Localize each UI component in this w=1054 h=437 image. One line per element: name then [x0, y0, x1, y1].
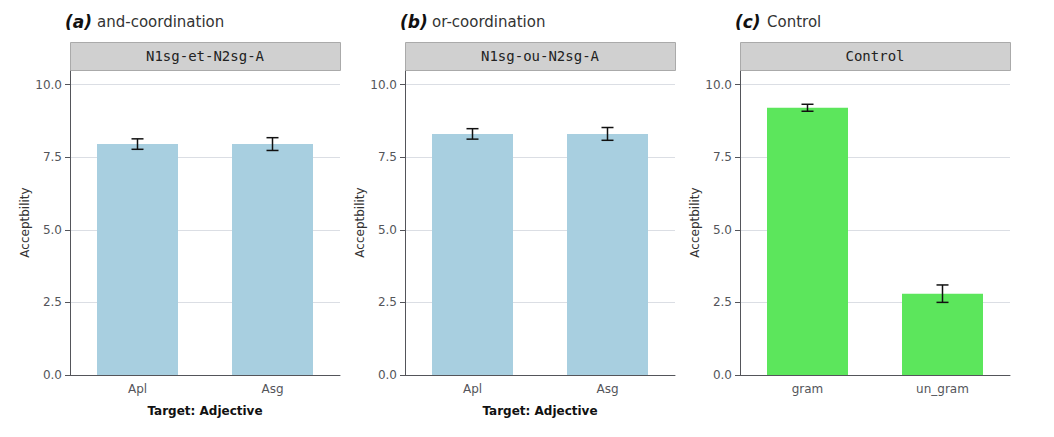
svg-text:N1sg-et-N2sg-A: N1sg-et-N2sg-A [146, 48, 265, 64]
svg-text:2.5: 2.5 [43, 295, 62, 309]
svg-text:0.0: 0.0 [713, 368, 732, 382]
svg-text:5.0: 5.0 [378, 223, 397, 237]
svg-text:Target: Adjective: Target: Adjective [147, 404, 262, 418]
svg-text:7.5: 7.5 [713, 150, 732, 164]
svg-text:N1sg-ou-N2sg-A: N1sg-ou-N2sg-A [481, 48, 600, 64]
svg-text:Apl: Apl [128, 382, 147, 396]
svg-text:2.5: 2.5 [713, 295, 732, 309]
svg-text:10.0: 10.0 [705, 78, 732, 92]
svg-text:Asg: Asg [596, 382, 618, 396]
svg-text:Acceptbility: Acceptbility [353, 187, 367, 257]
svg-text:Target: Adjective: Target: Adjective [482, 404, 597, 418]
svg-text:10.0: 10.0 [35, 78, 62, 92]
svg-text:7.5: 7.5 [378, 150, 397, 164]
svg-text:Apl: Apl [463, 382, 482, 396]
svg-text:5.0: 5.0 [713, 223, 732, 237]
svg-text:0.0: 0.0 [378, 368, 397, 382]
svg-text:(b): (b) [400, 12, 428, 32]
svg-text:10.0: 10.0 [370, 78, 397, 92]
svg-text:gram: gram [792, 382, 824, 396]
svg-text:7.5: 7.5 [43, 150, 62, 164]
svg-text:or-coordination: or-coordination [432, 13, 545, 31]
svg-text:(c): (c) [735, 12, 761, 32]
svg-text:Acceptbility: Acceptbility [18, 187, 32, 257]
svg-text:5.0: 5.0 [43, 223, 62, 237]
svg-text:Asg: Asg [261, 382, 283, 396]
svg-text:Control: Control [767, 13, 821, 31]
svg-text:and-coordination: and-coordination [97, 13, 224, 31]
svg-text:un_gram: un_gram [916, 382, 969, 396]
svg-text:2.5: 2.5 [378, 295, 397, 309]
svg-text:0.0: 0.0 [43, 368, 62, 382]
svg-text:Acceptbility: Acceptbility [688, 187, 702, 257]
svg-text:(a): (a) [65, 12, 92, 32]
svg-text:Control: Control [845, 48, 904, 64]
